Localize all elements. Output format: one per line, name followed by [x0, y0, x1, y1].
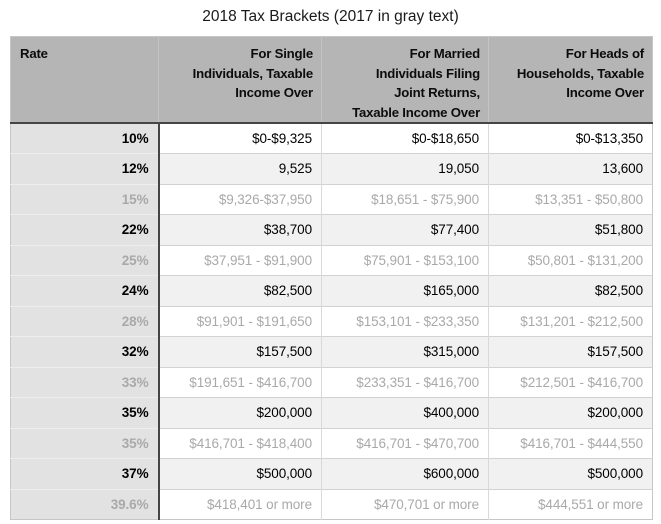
heads-cell: $212,501 - $416,700: [488, 366, 653, 398]
table-row: 12% 9,525 19,050 13,600: [10, 153, 653, 185]
heads-cell: $200,000: [488, 397, 653, 429]
single-cell: $200,000: [158, 397, 322, 429]
heads-cell: $444,551 or more: [488, 488, 653, 520]
married-cell: $315,000: [321, 336, 489, 368]
single-cell: $38,700: [158, 214, 322, 246]
married-cell: $77,400: [321, 214, 489, 246]
single-cell: $37,951 - $91,900: [158, 244, 322, 276]
rate-cell: 35%: [10, 397, 160, 429]
heads-cell: $500,000: [488, 458, 653, 490]
heads-cell: 13,600: [488, 153, 653, 185]
married-cell: $400,000: [321, 397, 489, 429]
married-cell: $416,701 - $470,700: [321, 427, 489, 459]
heads-cell: $416,701 - $444,550: [488, 427, 653, 459]
single-cell: $9,326-$37,950: [158, 183, 322, 215]
table-row: 25% $37,951 - $91,900 $75,901 - $153,100 $5…: [10, 244, 653, 276]
single-cell: $500,000: [158, 458, 322, 490]
rate-cell: 37%: [10, 458, 160, 490]
table-row: 33% $191,651 - $416,700 $233,351 - $416,70…: [10, 366, 653, 398]
single-cell: $82,500: [158, 275, 322, 307]
rate-cell: 32%: [10, 336, 160, 368]
table-row: 10% $0-$9,325 $0-$18,650 $0-$13,350: [10, 123, 653, 154]
column-header-married: For Married Individuals Filing Joint Ret…: [321, 36, 489, 125]
heads-cell: $50,801 - $131,200: [488, 244, 653, 276]
heads-cell: $0-$13,350: [488, 123, 653, 154]
table-row: 28% $91,901 - $191,650 $153,101 - $233,350…: [10, 305, 653, 337]
table-row: 37% $500,000 $600,000 $500,000: [10, 458, 653, 490]
married-cell: $233,351 - $416,700: [321, 366, 489, 398]
married-cell: $165,000: [321, 275, 489, 307]
table-row: 22% $38,700 $77,400 $51,800: [10, 214, 653, 246]
tax-brackets-table: Rate For Single Individuals, Taxable Inc…: [10, 36, 653, 521]
rate-cell: 33%: [10, 366, 160, 398]
table-row: 35% $416,701 - $418,400 $416,701 - $470,70…: [10, 427, 653, 459]
heads-cell: $51,800: [488, 214, 653, 246]
heads-cell: $157,500: [488, 336, 653, 368]
rate-cell: 12%: [10, 153, 160, 185]
rate-cell: 25%: [10, 244, 160, 276]
rate-cell: 10%: [10, 123, 160, 154]
single-cell: $191,651 - $416,700: [158, 366, 322, 398]
table-row: 39.6% $418,401 or more $470,701 or more $44…: [10, 488, 653, 520]
column-header-heads: For Heads of Households, Taxable Income …: [488, 36, 653, 125]
married-cell: $153,101 - $233,350: [321, 305, 489, 337]
married-cell: $600,000: [321, 458, 489, 490]
rate-cell: 24%: [10, 275, 160, 307]
table-row: 32% $157,500 $315,000 $157,500: [10, 336, 653, 368]
rate-cell: 39.6%: [10, 488, 160, 520]
table-body: 10% $0-$9,325 $0-$18,650 $0-$13,350 12% 9,525…: [10, 123, 653, 520]
rate-cell: 22%: [10, 214, 160, 246]
column-header-single: For Single Individuals, Taxable Income O…: [158, 36, 322, 125]
single-cell: $157,500: [158, 336, 322, 368]
married-cell: $470,701 or more: [321, 488, 489, 520]
header-row: Rate For Single Individuals, Taxable Inc…: [10, 36, 653, 125]
table-row: 24% $82,500 $165,000 $82,500: [10, 275, 653, 307]
table-row: 35% $200,000 $400,000 $200,000: [10, 397, 653, 429]
table-row: 15% $9,326-$37,950 $18,651 - $75,900 $13,35…: [10, 183, 653, 215]
rate-cell: 35%: [10, 427, 160, 459]
column-header-rate: Rate: [10, 36, 159, 125]
single-cell: $418,401 or more: [158, 488, 322, 520]
married-cell: 19,050: [321, 153, 489, 185]
heads-cell: $131,201 - $212,500: [488, 305, 653, 337]
rate-cell: 15%: [10, 183, 160, 215]
page-title: 2018 Tax Brackets (2017 in gray text): [202, 8, 459, 25]
single-cell: $0-$9,325: [158, 123, 322, 154]
single-cell: 9,525: [158, 153, 322, 185]
married-cell: $75,901 - $153,100: [321, 244, 489, 276]
married-cell: $0-$18,650: [321, 123, 489, 154]
single-cell: $416,701 - $418,400: [158, 427, 322, 459]
married-cell: $18,651 - $75,900: [321, 183, 489, 215]
heads-cell: $13,351 - $50,800: [488, 183, 653, 215]
single-cell: $91,901 - $191,650: [158, 305, 322, 337]
heads-cell: $82,500: [488, 275, 653, 307]
rate-cell: 28%: [10, 305, 160, 337]
